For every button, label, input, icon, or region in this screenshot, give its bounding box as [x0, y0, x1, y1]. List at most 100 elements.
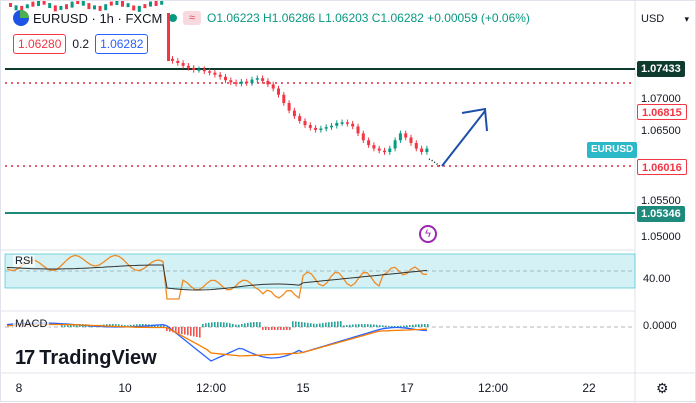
macd-histogram: [61, 321, 429, 338]
macd-histogram-bar: [64, 325, 66, 327]
macd-histogram-bar: [238, 324, 240, 327]
macd-histogram-bar: [223, 322, 225, 327]
rsi-axis-label: 40.00: [643, 273, 671, 285]
candle: [149, 1, 152, 7]
candle: [160, 1, 164, 5]
macd-histogram-bar: [124, 325, 126, 327]
candle: [218, 74, 222, 77]
macd-histogram-bar: [127, 325, 129, 327]
macd-histogram-bar: [268, 327, 270, 330]
macd-histogram-bar: [421, 324, 423, 327]
macd-histogram-bar: [406, 325, 408, 327]
macd-histogram-bar: [271, 327, 273, 330]
candle: [20, 5, 24, 12]
candle: [132, 5, 136, 11]
time-label-6: 12:00: [477, 381, 509, 395]
macd-histogram-bar: [409, 325, 411, 327]
macd-histogram-bar: [154, 324, 156, 327]
time-label-4: 15: [296, 381, 310, 395]
macd-histogram-bar: [187, 327, 189, 336]
rsi-label[interactable]: RSI: [13, 255, 36, 267]
macd-histogram-bar: [331, 321, 333, 327]
time-label-3: 12:00: [195, 381, 227, 395]
macd-histogram-bar: [325, 322, 327, 327]
macd-histogram-bar: [364, 324, 366, 327]
macd-histogram-bar: [346, 325, 348, 327]
buy-price-button[interactable]: 1.06282: [95, 34, 149, 54]
candle: [109, 1, 113, 6]
candle: [425, 148, 429, 153]
macd-histogram-bar: [232, 323, 234, 327]
macd-histogram-bar: [130, 325, 132, 327]
candle: [53, 5, 57, 12]
candle: [98, 5, 102, 11]
symbol-header[interactable]: EURUSD · 1h · FXCM: [13, 9, 162, 27]
candle: [261, 78, 265, 81]
candle: [76, 1, 80, 5]
event-bolt-icon[interactable]: ϟ: [419, 225, 437, 243]
settings-gear-icon[interactable]: ⚙: [656, 380, 669, 396]
candle: [404, 133, 408, 138]
macd-histogram-bar: [253, 322, 255, 327]
macd-histogram-bar: [361, 324, 363, 327]
macd-histogram-bar: [118, 324, 120, 327]
candle: [208, 71, 212, 73]
eurusd-flag-icon: [13, 10, 29, 26]
tradingview-logo[interactable]: 17 TradingView: [15, 347, 157, 370]
spread-value: 0.2: [72, 37, 90, 51]
macd-histogram-bar: [319, 323, 321, 327]
price-label-3: 1.05500: [641, 195, 681, 207]
wave-icon[interactable]: ≈: [183, 11, 201, 25]
candle: [186, 65, 190, 68]
price-tag-resistance-mid: 1.06815: [637, 104, 687, 120]
candle: [356, 126, 360, 134]
sell-price-button[interactable]: 1.06280: [13, 34, 67, 54]
macd-histogram-bar: [334, 321, 336, 327]
macd-histogram-bar: [394, 325, 396, 327]
candle: [308, 125, 312, 128]
macd-histogram-bar: [352, 324, 354, 327]
candle: [126, 3, 130, 8]
candle: [14, 5, 18, 11]
price-tag-support-low: 1.05346: [637, 206, 685, 222]
candle: [420, 148, 424, 153]
candle: [224, 76, 227, 81]
macd-histogram-bar: [358, 324, 360, 327]
candle: [351, 123, 355, 127]
candle: [9, 3, 12, 7]
macd-histogram-bar: [178, 327, 180, 334]
macd-histogram-bar: [226, 322, 228, 327]
macd-histogram-bar: [337, 321, 339, 327]
rsi-line: [6, 254, 428, 300]
candle: [330, 125, 333, 128]
candle: [171, 58, 174, 61]
macd-histogram-bar: [424, 324, 426, 327]
candle: [377, 148, 381, 151]
macd-histogram-bar: [241, 323, 243, 327]
currency-selector[interactable]: USD ▾: [637, 8, 693, 30]
candle: [25, 4, 29, 9]
macd-histogram-bar: [283, 327, 285, 330]
candle: [250, 79, 254, 84]
macd-label[interactable]: MACD: [13, 318, 50, 330]
candle: [121, 1, 124, 7]
macd-histogram-bar: [274, 327, 276, 330]
candle: [115, 1, 119, 6]
candle: [298, 116, 302, 121]
candle: [303, 120, 307, 126]
macd-histogram-bar: [121, 324, 123, 327]
candle: [282, 94, 286, 104]
chevron-down-icon: ▾: [684, 13, 689, 24]
macd-histogram-bar: [418, 324, 420, 327]
macd-axis-label: 0.0000: [643, 320, 677, 332]
candle: [393, 140, 397, 149]
price-label-4: 1.05000: [641, 231, 681, 243]
bid-ask-widget: 1.06280 0.2 1.06282: [13, 34, 149, 54]
macd-histogram-bar: [391, 325, 393, 327]
candle: [255, 78, 259, 80]
symbol-label[interactable]: EURUSD · 1h · FXCM: [33, 10, 163, 26]
macd-histogram-bar: [202, 323, 204, 327]
macd-histogram-bar: [112, 324, 114, 327]
